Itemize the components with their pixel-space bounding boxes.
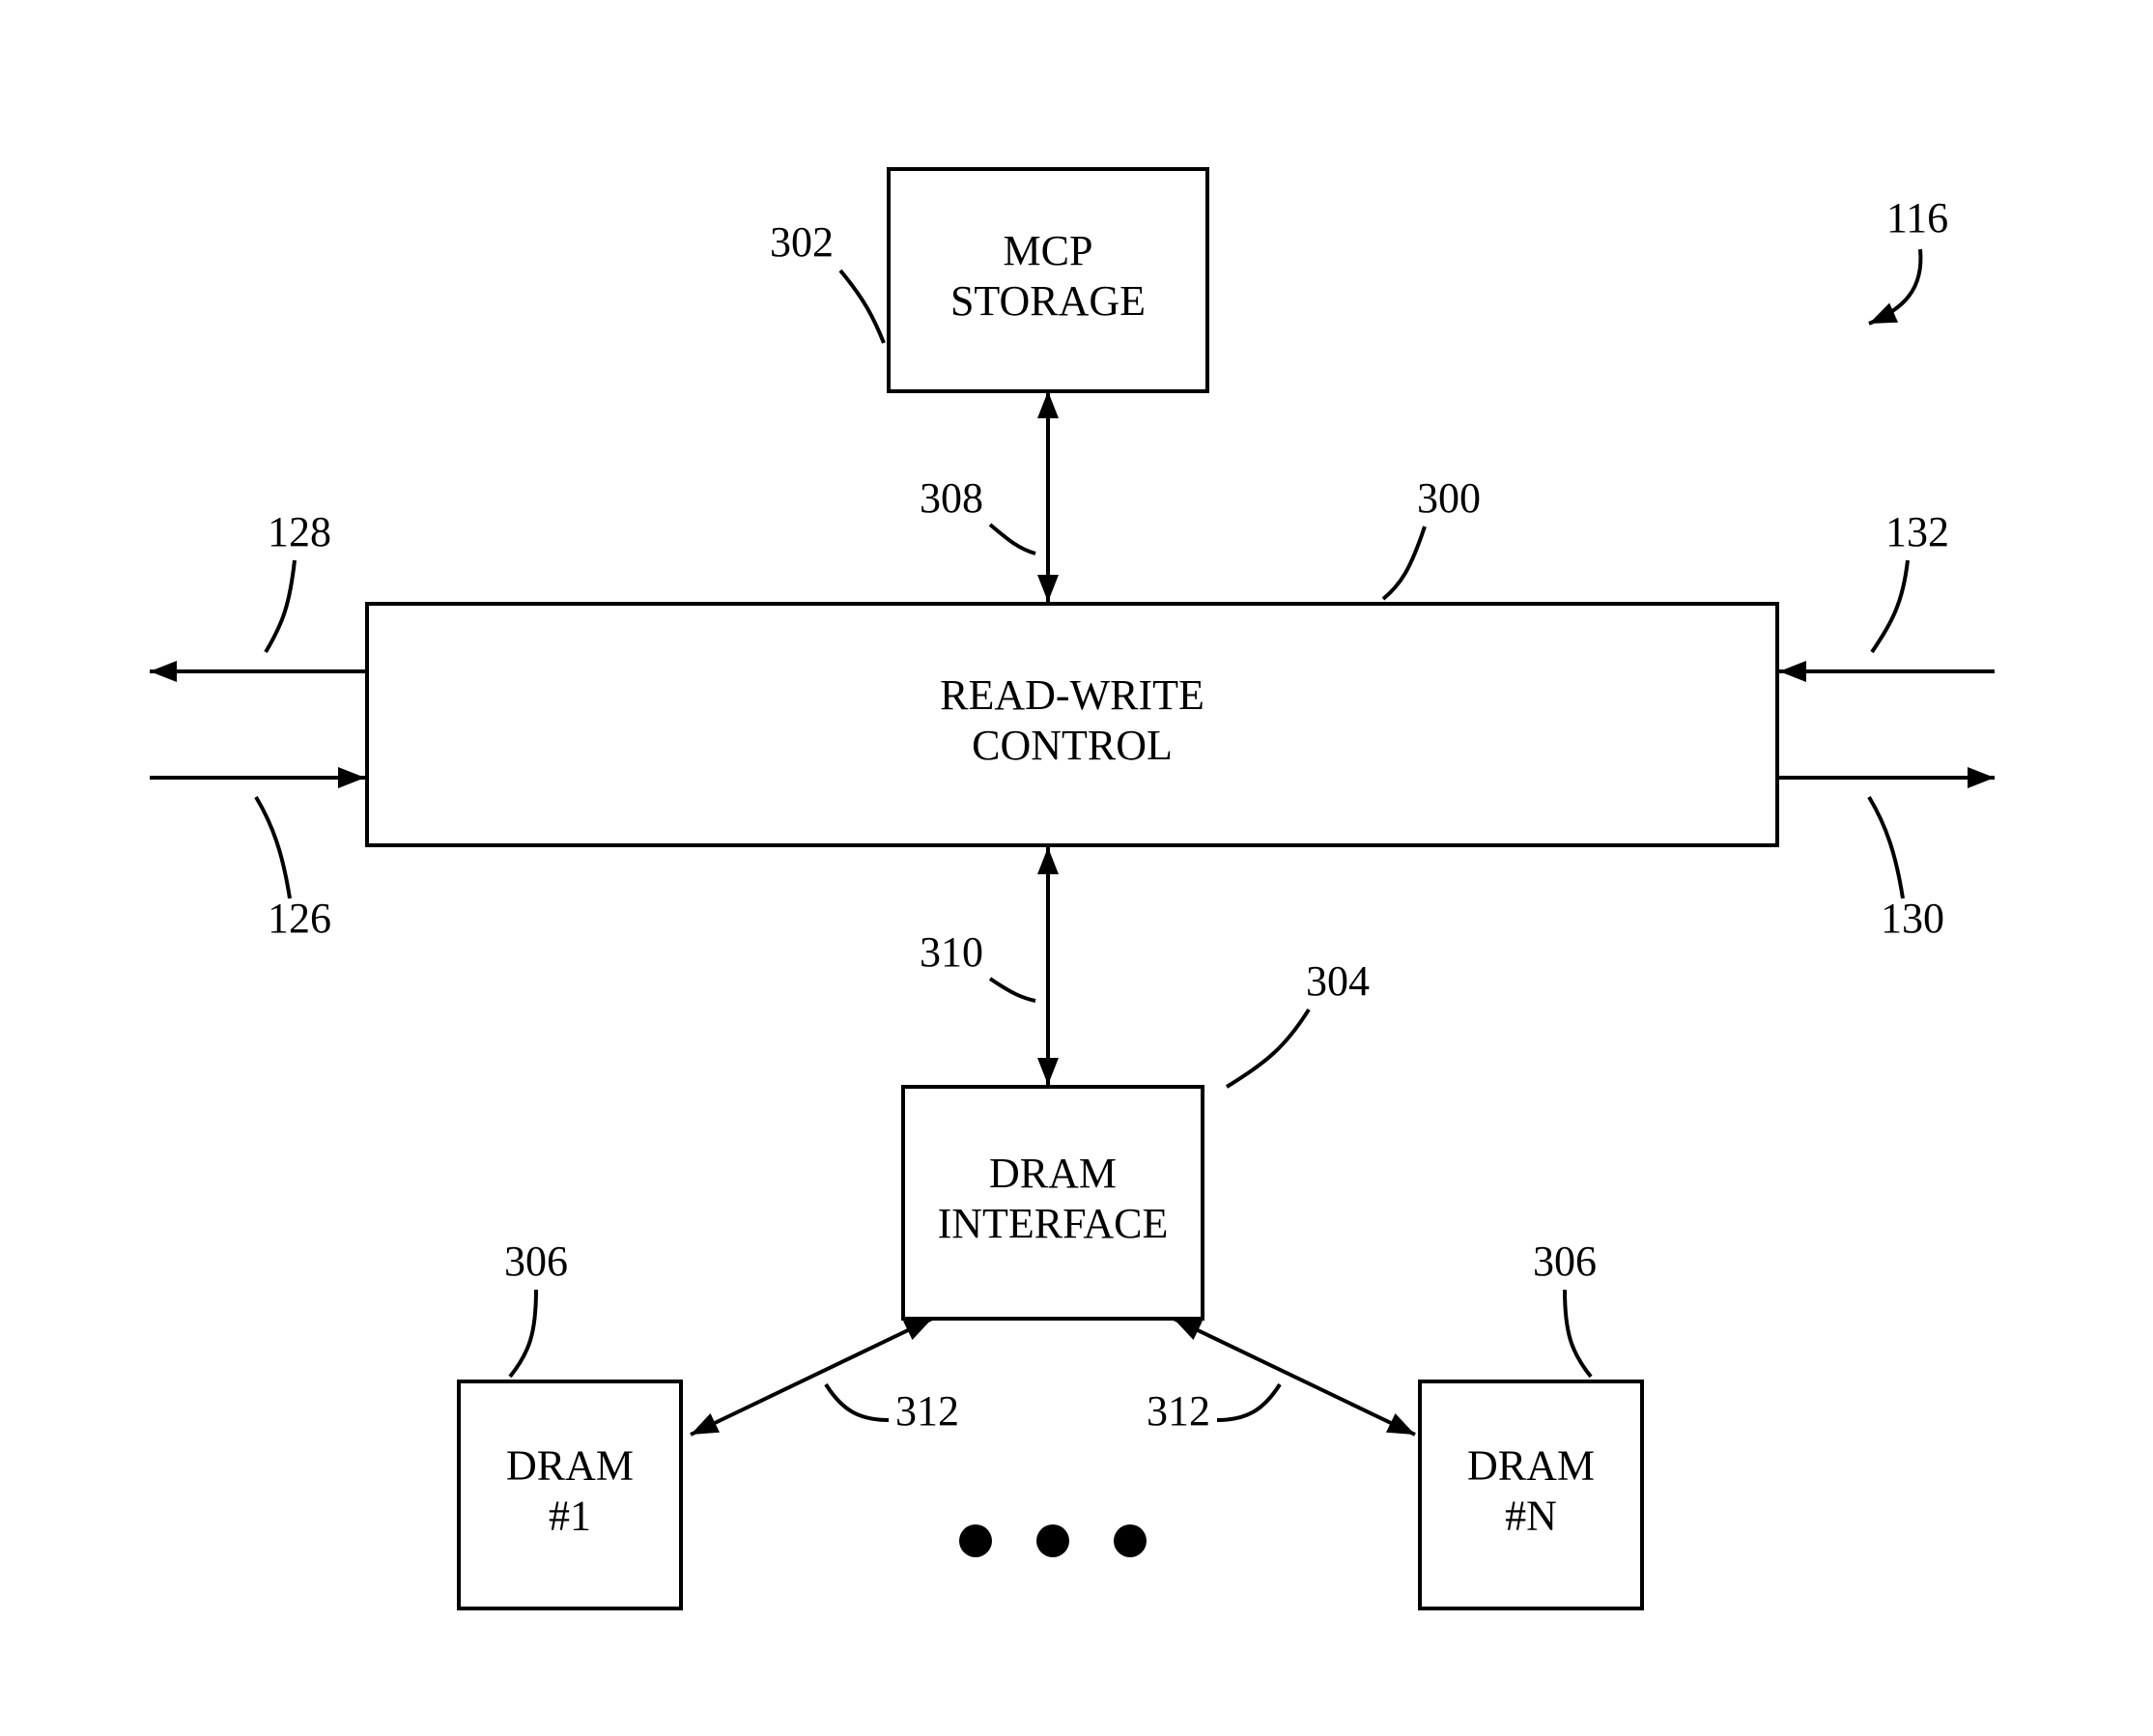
reference-leader [256, 797, 290, 898]
ellipsis-dot [1114, 1524, 1147, 1557]
reference-numeral: 128 [268, 508, 331, 555]
reference-leader [1869, 249, 1920, 324]
node-dramif-label: INTERFACE [938, 1200, 1169, 1247]
reference-numeral: 304 [1306, 957, 1370, 1005]
reference-leader [1872, 560, 1908, 652]
reference-leader [1217, 1384, 1280, 1420]
ellipsis-dot [1036, 1524, 1069, 1557]
reference-leader [990, 979, 1035, 1001]
reference-numeral: 300 [1417, 474, 1481, 522]
reference-leader [1383, 526, 1425, 599]
reference-numeral: 132 [1885, 508, 1949, 555]
node-dram1-label: #1 [549, 1493, 591, 1540]
node-mcp-label: STORAGE [950, 277, 1146, 325]
node-dramn-label: #N [1505, 1493, 1557, 1540]
reference-leader [1869, 797, 1903, 898]
node-dramif-label: DRAM [989, 1150, 1117, 1197]
reference-leader [840, 270, 884, 343]
node-dram1-label: DRAM [506, 1442, 634, 1490]
node-rwc-label: READ-WRITE [940, 671, 1204, 719]
reference-leader [990, 525, 1035, 554]
reference-leader [826, 1384, 889, 1420]
reference-numeral: 306 [1533, 1238, 1597, 1285]
reference-numeral: 302 [770, 218, 834, 266]
reference-leader [1227, 1010, 1309, 1087]
reference-numeral: 310 [920, 928, 983, 976]
node-rwc-label: CONTROL [972, 722, 1173, 769]
reference-numeral: 312 [895, 1387, 959, 1435]
ellipsis-dot [959, 1524, 992, 1557]
reference-leader [266, 560, 295, 652]
reference-numeral: 312 [1147, 1387, 1210, 1435]
reference-numeral: 306 [504, 1238, 568, 1285]
reference-numeral: 308 [920, 474, 983, 522]
node-dramn-label: DRAM [1467, 1442, 1595, 1490]
reference-numeral: 126 [268, 895, 331, 942]
reference-numeral: 116 [1886, 194, 1948, 242]
reference-leader [510, 1290, 536, 1377]
node-mcp-label: MCP [1004, 227, 1093, 274]
reference-numeral: 130 [1881, 895, 1944, 942]
reference-leader [1565, 1290, 1591, 1377]
